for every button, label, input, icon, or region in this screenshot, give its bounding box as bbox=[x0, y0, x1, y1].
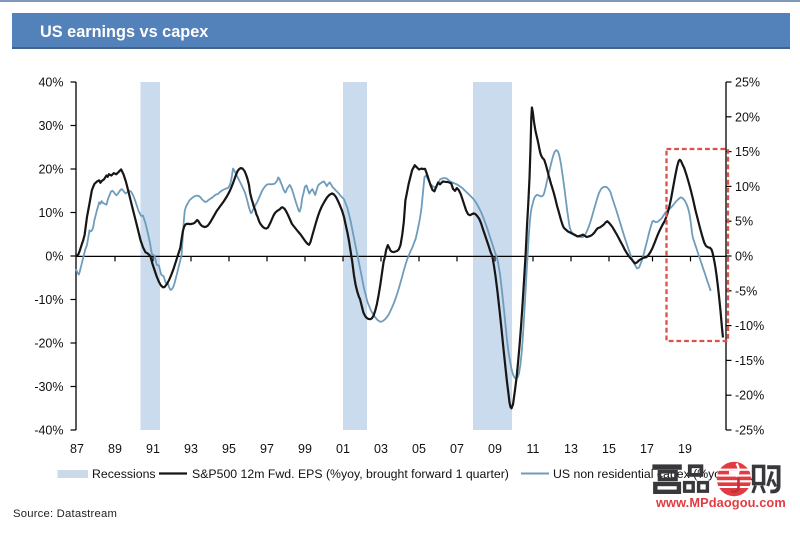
svg-text:-25%: -25% bbox=[735, 424, 764, 438]
svg-text:25%: 25% bbox=[735, 76, 760, 90]
svg-text:Source: Datastream: Source: Datastream bbox=[13, 508, 117, 520]
svg-text:13: 13 bbox=[564, 442, 578, 456]
svg-text:-20%: -20% bbox=[735, 389, 764, 403]
svg-text:-5%: -5% bbox=[735, 284, 757, 298]
svg-text:US earnings vs capex: US earnings vs capex bbox=[40, 23, 208, 41]
svg-text:0%: 0% bbox=[45, 250, 63, 264]
svg-text:10%: 10% bbox=[735, 180, 760, 194]
svg-text:40%: 40% bbox=[38, 76, 63, 90]
svg-text:15%: 15% bbox=[735, 145, 760, 159]
svg-text:www.MPdaogou.com: www.MPdaogou.com bbox=[655, 495, 786, 510]
svg-text:0%: 0% bbox=[735, 250, 753, 264]
svg-text:05: 05 bbox=[412, 442, 426, 456]
svg-text:10%: 10% bbox=[38, 206, 63, 220]
svg-text:-30%: -30% bbox=[34, 380, 63, 394]
svg-text:30%: 30% bbox=[38, 119, 63, 133]
svg-text:-40%: -40% bbox=[34, 424, 63, 438]
svg-text:-20%: -20% bbox=[34, 337, 63, 351]
svg-text:5%: 5% bbox=[735, 215, 753, 229]
svg-text:93: 93 bbox=[184, 442, 198, 456]
svg-text:S&P500 12m Fwd. EPS (%yoy, bro: S&P500 12m Fwd. EPS (%yoy, brought forwa… bbox=[192, 467, 509, 481]
svg-text:01: 01 bbox=[336, 442, 350, 456]
svg-text:19: 19 bbox=[678, 442, 692, 456]
svg-text:-15%: -15% bbox=[735, 354, 764, 368]
svg-text:US non residential capex (%yoy: US non residential capex (%yoy, rhs) bbox=[553, 467, 754, 481]
svg-text:87: 87 bbox=[70, 442, 84, 456]
svg-text:-10%: -10% bbox=[735, 319, 764, 333]
svg-text:20%: 20% bbox=[38, 163, 63, 177]
svg-text:15: 15 bbox=[602, 442, 616, 456]
svg-text:07: 07 bbox=[450, 442, 464, 456]
svg-text:20%: 20% bbox=[735, 110, 760, 124]
svg-text:03: 03 bbox=[374, 442, 388, 456]
svg-text:91: 91 bbox=[146, 442, 160, 456]
svg-text:11: 11 bbox=[527, 442, 540, 456]
svg-text:Recessions: Recessions bbox=[92, 467, 156, 481]
svg-text:-10%: -10% bbox=[34, 293, 63, 307]
svg-text:89: 89 bbox=[108, 442, 122, 456]
svg-text:09: 09 bbox=[488, 442, 502, 456]
svg-text:97: 97 bbox=[260, 442, 274, 456]
svg-text:99: 99 bbox=[298, 442, 312, 456]
svg-text:95: 95 bbox=[222, 442, 236, 456]
svg-text:17: 17 bbox=[640, 442, 654, 456]
